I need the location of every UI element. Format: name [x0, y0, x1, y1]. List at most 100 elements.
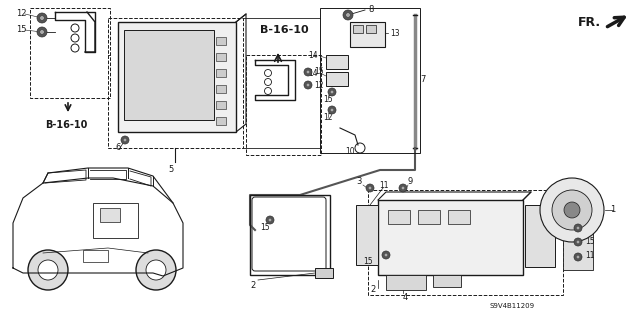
- Circle shape: [121, 136, 129, 144]
- Bar: [368, 190, 563, 295]
- Circle shape: [368, 186, 372, 190]
- Circle shape: [576, 255, 580, 259]
- Circle shape: [304, 68, 312, 76]
- Bar: [30, 8, 110, 98]
- Circle shape: [264, 78, 271, 85]
- Text: 11: 11: [585, 251, 595, 261]
- Text: 13: 13: [390, 28, 399, 38]
- Circle shape: [71, 24, 79, 32]
- Text: 5: 5: [168, 166, 173, 174]
- Bar: [320, 8, 420, 153]
- Bar: [93, 203, 138, 238]
- Text: 3: 3: [356, 177, 362, 187]
- Circle shape: [564, 202, 580, 218]
- Bar: [353, 25, 363, 33]
- Text: 15: 15: [364, 257, 373, 266]
- Circle shape: [37, 13, 47, 23]
- Circle shape: [123, 138, 127, 142]
- Circle shape: [268, 218, 272, 222]
- Circle shape: [391, 227, 401, 237]
- Circle shape: [40, 16, 44, 20]
- Circle shape: [576, 226, 580, 230]
- Text: 6: 6: [115, 144, 120, 152]
- Text: 15: 15: [323, 95, 333, 105]
- Bar: [216, 101, 226, 109]
- Circle shape: [535, 226, 543, 234]
- Circle shape: [574, 253, 582, 261]
- Bar: [118, 22, 236, 132]
- Circle shape: [264, 87, 271, 94]
- Circle shape: [306, 70, 310, 74]
- Circle shape: [37, 27, 47, 37]
- Circle shape: [38, 260, 58, 280]
- Circle shape: [511, 254, 519, 262]
- Circle shape: [535, 211, 543, 219]
- Circle shape: [71, 34, 79, 42]
- Text: 7: 7: [420, 76, 426, 85]
- Circle shape: [552, 190, 592, 230]
- Bar: [83, 250, 108, 262]
- Circle shape: [330, 90, 334, 94]
- Circle shape: [511, 238, 519, 246]
- Bar: [366, 25, 376, 33]
- Circle shape: [399, 184, 407, 192]
- Bar: [124, 30, 214, 120]
- Circle shape: [40, 30, 44, 34]
- Bar: [386, 275, 426, 290]
- Bar: [216, 117, 226, 125]
- Bar: [100, 208, 120, 222]
- Circle shape: [264, 70, 271, 77]
- Bar: [525, 205, 555, 267]
- Text: 14: 14: [308, 51, 318, 61]
- Text: 8: 8: [368, 5, 373, 14]
- Circle shape: [306, 83, 310, 87]
- Circle shape: [330, 108, 334, 112]
- Circle shape: [421, 227, 431, 237]
- Bar: [433, 275, 461, 287]
- Circle shape: [451, 227, 461, 237]
- Text: 9: 9: [408, 177, 413, 187]
- Bar: [315, 268, 333, 278]
- Text: 15: 15: [16, 26, 26, 34]
- Circle shape: [363, 226, 371, 234]
- Circle shape: [511, 206, 519, 214]
- Text: 10: 10: [345, 147, 355, 157]
- Text: 11: 11: [379, 181, 388, 189]
- Text: 4: 4: [403, 293, 408, 301]
- Circle shape: [382, 251, 390, 259]
- Circle shape: [384, 253, 388, 257]
- Text: 2: 2: [370, 286, 375, 294]
- Text: 15: 15: [314, 68, 324, 77]
- Bar: [563, 220, 593, 270]
- Circle shape: [540, 178, 604, 242]
- Text: 9: 9: [585, 221, 590, 231]
- Bar: [216, 37, 226, 45]
- Text: 12: 12: [323, 114, 333, 122]
- Bar: [350, 22, 385, 47]
- Text: FR.: FR.: [578, 16, 601, 28]
- Circle shape: [346, 13, 350, 17]
- Bar: [448, 210, 470, 224]
- Text: 14: 14: [308, 69, 318, 78]
- Bar: [246, 55, 321, 155]
- Bar: [216, 53, 226, 61]
- Circle shape: [511, 222, 519, 230]
- Text: 15: 15: [260, 224, 269, 233]
- Circle shape: [71, 44, 79, 52]
- Bar: [326, 72, 348, 86]
- Circle shape: [535, 241, 543, 249]
- Circle shape: [576, 240, 580, 244]
- Text: 3: 3: [558, 211, 563, 219]
- Bar: [378, 200, 523, 275]
- Circle shape: [574, 224, 582, 232]
- Bar: [356, 205, 378, 265]
- Circle shape: [343, 10, 353, 20]
- Bar: [418, 210, 440, 224]
- Circle shape: [328, 88, 336, 96]
- Circle shape: [146, 260, 166, 280]
- Bar: [326, 55, 348, 69]
- Circle shape: [363, 211, 371, 219]
- Circle shape: [328, 106, 336, 114]
- Text: S9V4B11209: S9V4B11209: [490, 303, 535, 309]
- Bar: [250, 195, 330, 275]
